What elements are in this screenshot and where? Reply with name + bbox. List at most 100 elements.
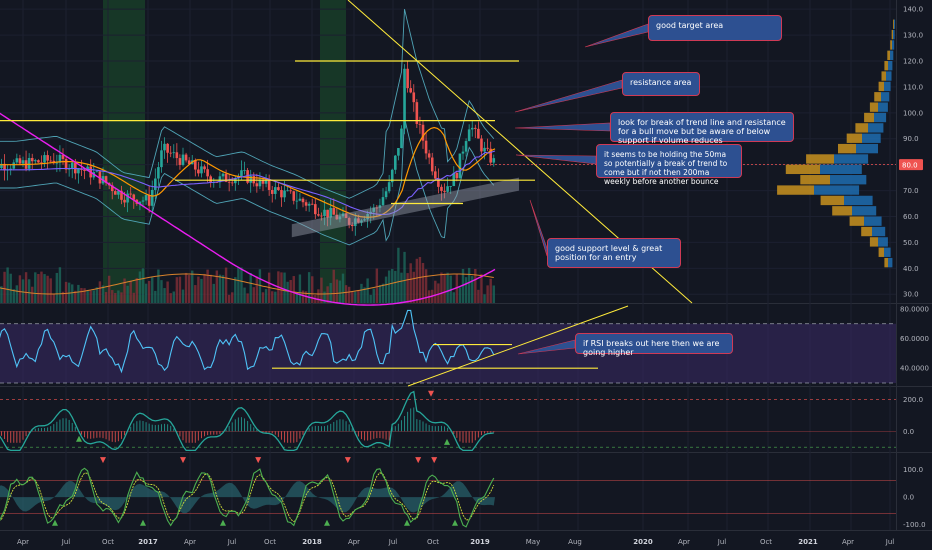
wave-sell-marker — [344, 457, 351, 464]
candle-body — [83, 169, 86, 171]
volume-bar — [206, 269, 209, 303]
volume-bar — [212, 283, 215, 303]
upper-band — [0, 8, 495, 199]
volume-bar — [292, 276, 295, 303]
volume-bar — [424, 269, 428, 303]
volume-bar — [387, 270, 391, 303]
candle-body — [477, 128, 480, 139]
candle-body — [332, 207, 336, 215]
volume-bar — [197, 276, 200, 303]
volume-bar — [286, 281, 289, 303]
candle-body — [360, 220, 363, 223]
wave-buy-marker — [140, 519, 146, 526]
candle-body — [326, 209, 329, 218]
candle-body — [277, 187, 280, 191]
volume-profile-bar — [830, 175, 867, 185]
candle-body — [418, 123, 422, 125]
volume-bar — [320, 277, 323, 303]
volume-bar — [378, 285, 382, 303]
candle-body — [409, 88, 412, 93]
volume-bar — [489, 278, 492, 303]
volume-bar — [80, 287, 83, 303]
volume-bar — [163, 288, 166, 303]
candle-body — [147, 195, 151, 206]
wave-buy-marker — [404, 519, 410, 526]
volume-bar — [360, 283, 363, 303]
wave-buy-marker — [452, 519, 458, 526]
oscillator-pane[interactable] — [0, 390, 896, 452]
volume-bar — [107, 275, 111, 303]
volume-profile-bar — [881, 92, 890, 102]
volume-bar — [412, 271, 415, 303]
candle-body — [49, 160, 52, 162]
volume-bar — [307, 272, 311, 303]
price-pane[interactable] — [0, 0, 896, 306]
time-tick-label: 2020 — [633, 538, 653, 546]
volume-bar — [114, 293, 117, 303]
volume-bar — [394, 270, 397, 303]
candle-body — [286, 190, 289, 192]
volume-bar — [252, 287, 255, 303]
volume-bar — [18, 275, 22, 303]
candle-body — [240, 170, 243, 176]
volume-bar — [406, 273, 409, 303]
candle-body — [150, 189, 154, 206]
volume-bar — [12, 289, 15, 303]
volume-bar — [169, 293, 172, 303]
volume-bar — [418, 257, 422, 303]
volume-bar — [46, 275, 49, 303]
candle-body — [61, 154, 65, 159]
volume-bar — [403, 251, 406, 303]
candle-body — [46, 155, 49, 161]
volume-bar — [326, 286, 329, 303]
rsi-pane[interactable] — [0, 305, 896, 387]
candle-body — [243, 170, 246, 171]
wave-buy-marker — [52, 519, 58, 526]
volume-bar — [400, 272, 403, 303]
volume-bar — [117, 290, 120, 303]
rsi-tick-label: 80.0000 — [900, 305, 929, 313]
wave-sell-marker — [431, 457, 438, 464]
wave-oscillator-pane[interactable] — [0, 457, 896, 528]
candle-body — [304, 202, 308, 206]
volume-bar — [271, 291, 274, 303]
volume-bar — [372, 288, 375, 303]
candle-body — [218, 176, 222, 183]
candle-body — [427, 153, 431, 158]
time-tick-label: 2017 — [138, 538, 158, 546]
time-tick-label: Oct — [264, 538, 276, 546]
volume-profile-bar — [864, 216, 882, 226]
rsi-tick-label: 60.0000 — [900, 335, 929, 343]
highlight-band — [103, 0, 145, 303]
volume-profile-bar — [856, 143, 878, 154]
volume-bar — [21, 279, 25, 303]
volume-bar — [215, 270, 219, 303]
volume-bar — [458, 287, 462, 303]
candle-body — [18, 158, 22, 164]
volume-bar — [369, 294, 372, 303]
candle-body — [178, 158, 182, 165]
volume-profile-bar — [777, 185, 814, 195]
candle-body — [74, 162, 77, 174]
volume-bar — [31, 286, 34, 303]
time-tick-label: Jul — [61, 538, 71, 546]
volume-bar — [391, 268, 394, 303]
candle-body — [384, 191, 388, 198]
candle-body — [274, 187, 277, 194]
candle-body — [486, 147, 489, 149]
candle-body — [357, 218, 360, 223]
volume-bar — [77, 284, 80, 303]
volume-bar — [483, 294, 486, 303]
candle-body — [307, 203, 311, 206]
volume-profile-bar — [878, 81, 884, 92]
candle-body — [209, 176, 212, 183]
volume-bar — [98, 281, 102, 303]
volume-bar — [154, 290, 157, 303]
candle-body — [298, 198, 302, 201]
candle-body — [203, 166, 206, 170]
volume-profile-bar — [855, 123, 868, 133]
time-tick-label: Oct — [102, 538, 114, 546]
sell-signal-marker — [428, 390, 434, 397]
candle-body — [317, 214, 320, 216]
volume-bar — [421, 262, 425, 303]
